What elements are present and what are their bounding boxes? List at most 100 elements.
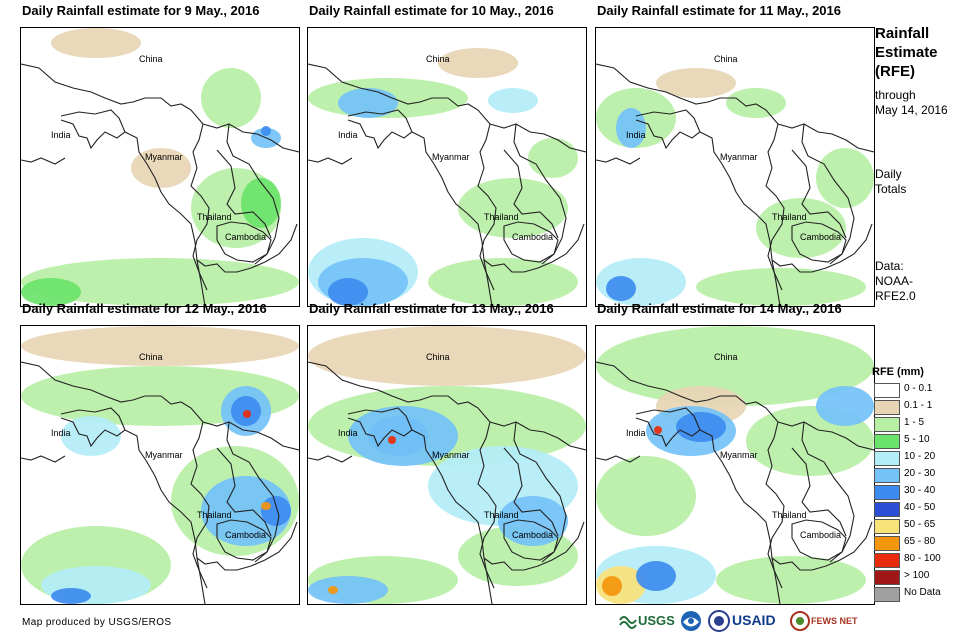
legend-item: 1 - 5: [872, 415, 962, 432]
legend-swatch: [874, 485, 900, 500]
agency-logos: USGS USAID FEWS NET: [618, 608, 863, 634]
boundary-line: [765, 123, 785, 291]
usaid-logo: USAID: [732, 610, 788, 632]
rainfall-area: [596, 456, 696, 536]
boundary-line: [503, 149, 559, 239]
legend-swatch: [874, 536, 900, 551]
rainfall-area: [243, 410, 251, 418]
country-label-india: India: [338, 428, 358, 438]
legend-swatch: [874, 570, 900, 585]
rainfall-map: China India Myanmar Thailand Cambodia: [20, 325, 300, 605]
daily-line: Totals: [875, 182, 907, 196]
panel-title: Daily Rainfall estimate for 13 May., 201…: [309, 301, 554, 316]
panel-may-10: Daily Rainfall estimate for 10 May., 201…: [307, 3, 597, 307]
boundary-line: [596, 63, 874, 153]
noaa-logo: [680, 610, 702, 632]
through-line: May 14, 2016: [875, 103, 948, 117]
country-label-myanmar: Myanmar: [145, 450, 183, 460]
rainfall-area: [21, 278, 81, 306]
legend-item: 10 - 20: [872, 449, 962, 466]
rainfall-area: [656, 68, 736, 98]
panel-may-9: Daily Rainfall estimate for 9 May., 2016…: [20, 3, 310, 307]
map-canvas: [596, 63, 874, 306]
legend-swatch: [874, 400, 900, 415]
panel-title: Daily Rainfall estimate for 9 May., 2016: [22, 3, 260, 18]
boundary-line: [503, 519, 559, 561]
rainfall-area: [338, 88, 398, 118]
rainfall-area: [636, 561, 676, 591]
panel-title: Daily Rainfall estimate for 10 May., 201…: [309, 3, 554, 18]
rainfall-area: [328, 586, 338, 594]
boundary-line: [347, 109, 413, 150]
boundary-line: [477, 421, 497, 589]
boundary-line: [226, 123, 280, 265]
country-label-thailand: Thailand: [484, 212, 519, 222]
country-label-china: China: [139, 352, 163, 362]
boundary-line: [791, 447, 847, 537]
boundary-line: [513, 421, 567, 563]
svg-text:USAID: USAID: [732, 612, 776, 628]
boundary-line: [216, 447, 272, 537]
rainfall-map: China India Myanmar Thailand Cambodia: [307, 27, 587, 307]
legend-item: No Data: [872, 585, 962, 602]
boundary-line: [196, 521, 298, 571]
through-line: through: [875, 88, 916, 102]
rainfall-map: China India Myanmar Thailand Cambodia: [20, 27, 300, 307]
boundary-line: [196, 223, 298, 273]
rainfall-area: [676, 412, 726, 442]
legend-swatch: [874, 519, 900, 534]
boundary-line: [60, 109, 126, 150]
panel-may-13: Daily Rainfall estimate for 13 May., 201…: [307, 301, 597, 605]
rainfall-area: [816, 148, 874, 208]
boundary-line: [308, 455, 353, 463]
boundary-line: [226, 421, 280, 563]
boundary-line: [190, 123, 210, 291]
boundary-line: [801, 421, 855, 563]
rainfall-area: [261, 496, 291, 526]
side-data-source: Data: NOAA- RFE2.0: [875, 259, 916, 304]
usgs-logo: USGS: [618, 610, 680, 632]
legend-label: 30 - 40: [904, 485, 936, 496]
rainfall-area: [51, 588, 91, 604]
side-through: through May 14, 2016: [875, 88, 948, 118]
country-label-china: China: [714, 352, 738, 362]
country-label-thailand: Thailand: [772, 212, 807, 222]
rainfall-area: [596, 326, 874, 406]
legend-label: 65 - 80: [904, 536, 936, 547]
daily-line: Daily: [875, 167, 902, 181]
country-label-myanmar: Myanmar: [720, 450, 758, 460]
legend-item: 40 - 50: [872, 500, 962, 517]
legend-swatch: [874, 553, 900, 568]
rainfall-area: [131, 148, 191, 188]
boundary-line: [190, 421, 210, 589]
boundary-line: [308, 361, 586, 451]
usaid-seal-icon: [708, 610, 730, 632]
legend-item: 0 - 0.1: [872, 381, 962, 398]
boundary-line: [21, 361, 299, 451]
country-label-myanmar: Myanmar: [432, 450, 470, 460]
rainfall-area: [602, 576, 622, 596]
legend-item: 5 - 10: [872, 432, 962, 449]
rainfall-area: [261, 126, 271, 136]
boundary-line: [513, 123, 567, 265]
boundary-line: [477, 123, 497, 291]
rainfall-area: [328, 278, 368, 306]
panel-may-12: Daily Rainfall estimate for 12 May., 201…: [20, 301, 310, 605]
legend-label: > 100: [904, 570, 930, 581]
legend-label: 5 - 10: [904, 434, 930, 445]
boundary-line: [771, 521, 873, 571]
legend-item: 50 - 65: [872, 517, 962, 534]
panel-title: Daily Rainfall estimate for 14 May., 201…: [597, 301, 842, 316]
legend-item: 0.1 - 1: [872, 398, 962, 415]
boundary-line: [483, 223, 585, 273]
rainfall-area: [21, 258, 299, 306]
data-line: RFE2.0: [875, 289, 916, 303]
boundary-line: [596, 157, 641, 165]
panel-title: Daily Rainfall estimate for 11 May., 201…: [597, 3, 841, 18]
side-title-line: (RFE): [875, 63, 915, 80]
rainfall-area: [308, 326, 586, 386]
rainfall-map: China India Myanmar Thailand Cambodia: [595, 27, 875, 307]
boundary-line: [21, 455, 66, 463]
rainfall-area: [616, 108, 646, 148]
rainfall-area: [528, 138, 578, 178]
